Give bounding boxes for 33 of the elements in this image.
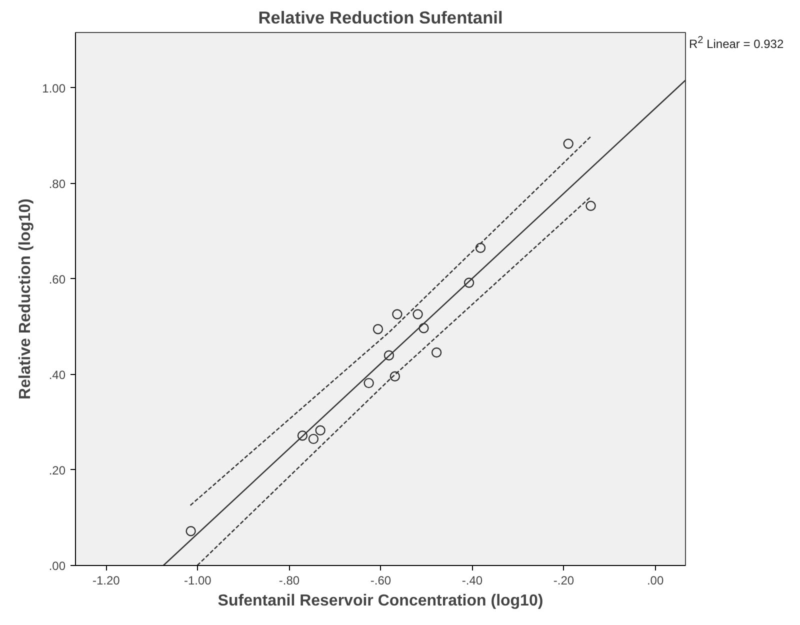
point — [364, 378, 374, 388]
x-tick-label: -1.20 — [92, 574, 120, 588]
point — [308, 434, 319, 444]
point — [464, 278, 474, 288]
point — [475, 242, 486, 253]
point — [315, 425, 326, 436]
x-tick-label: -.40 — [462, 574, 483, 588]
y-tick-label: .00 — [48, 559, 66, 573]
x-axis-title: Sufentanil Reservoir Concentration (log10) — [218, 592, 544, 610]
chart-title: Relative Reduction Sufentanil — [258, 8, 503, 28]
point — [186, 526, 196, 536]
point — [392, 309, 402, 320]
point — [563, 138, 574, 149]
point — [586, 200, 596, 211]
text: R$^{2}$ Linear = 0.932 — [689, 34, 784, 53]
y-tick-label: .20 — [48, 463, 66, 478]
point — [412, 309, 423, 320]
point — [418, 323, 429, 334]
y-tick-label: .40 — [48, 368, 66, 382]
x-tick-label: .00 — [646, 574, 664, 588]
point — [372, 324, 384, 334]
y-tick-label: 1.00 — [42, 81, 66, 96]
y-axis-title: Relative Reduction (log10) — [17, 198, 34, 400]
point — [384, 350, 394, 360]
x-tick-label: -1.00 — [184, 574, 212, 588]
x-tick-label: -.20 — [553, 574, 574, 588]
x-tick-label: -.80 — [278, 574, 300, 588]
point — [431, 347, 442, 358]
point — [297, 430, 308, 441]
x-tick-label: -.60 — [370, 574, 392, 588]
y-tick-label: .80 — [48, 176, 66, 191]
point — [390, 371, 400, 382]
y-tick-label: .60 — [48, 272, 66, 286]
